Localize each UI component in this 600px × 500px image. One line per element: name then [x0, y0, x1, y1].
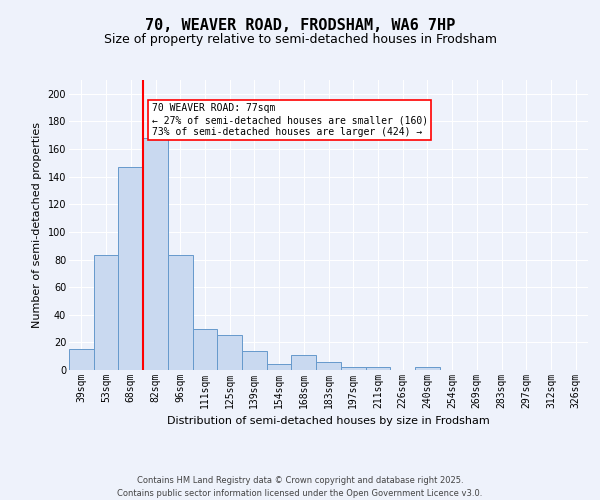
Bar: [365, 367, 390, 370]
Y-axis label: Number of semi-detached properties: Number of semi-detached properties: [32, 122, 42, 328]
Bar: [94, 256, 118, 370]
Text: Contains HM Land Registry data © Crown copyright and database right 2025.
Contai: Contains HM Land Registry data © Crown c…: [118, 476, 482, 498]
Bar: [242, 350, 267, 370]
Bar: [316, 362, 341, 370]
Bar: [267, 364, 292, 370]
Text: 70 WEAVER ROAD: 77sqm
← 27% of semi-detached houses are smaller (160)
73% of sem: 70 WEAVER ROAD: 77sqm ← 27% of semi-deta…: [152, 104, 428, 136]
Bar: [118, 167, 143, 370]
Bar: [292, 355, 316, 370]
Bar: [69, 350, 94, 370]
X-axis label: Distribution of semi-detached houses by size in Frodsham: Distribution of semi-detached houses by …: [167, 416, 490, 426]
Bar: [217, 336, 242, 370]
Bar: [415, 367, 440, 370]
Bar: [341, 367, 365, 370]
Text: 70, WEAVER ROAD, FRODSHAM, WA6 7HP: 70, WEAVER ROAD, FRODSHAM, WA6 7HP: [145, 18, 455, 32]
Bar: [168, 256, 193, 370]
Text: Size of property relative to semi-detached houses in Frodsham: Size of property relative to semi-detach…: [104, 32, 497, 46]
Bar: [143, 138, 168, 370]
Bar: [193, 328, 217, 370]
